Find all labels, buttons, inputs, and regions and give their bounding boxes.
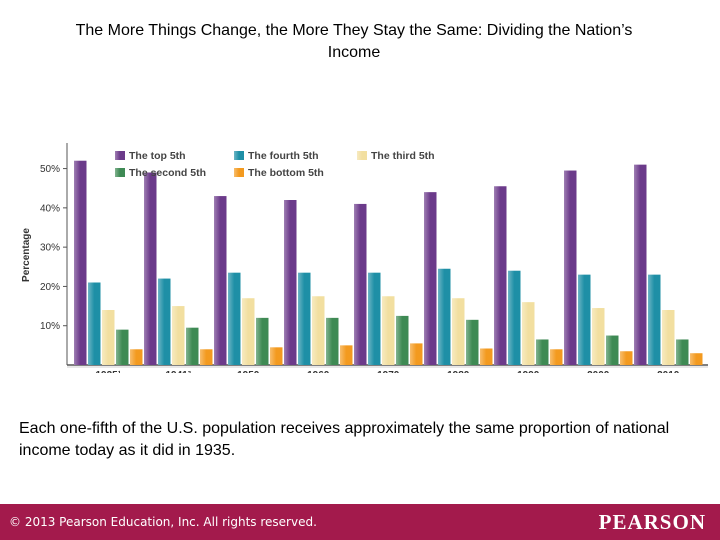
chart-svg: 10% 20% 30% 40% 50% Percentage 1935¹ 1941² 1950 1…	[21, 143, 708, 373]
legend-label-second: The second 5th	[129, 167, 206, 179]
bar-top	[424, 192, 437, 365]
bar-second	[116, 329, 129, 365]
x-tick-label: 1980	[447, 370, 470, 373]
bar-third	[242, 298, 255, 365]
bar-third	[312, 296, 325, 365]
bar-fourth	[88, 282, 101, 365]
legend-label-bottom: The bottom 5th	[248, 167, 324, 179]
x-tick-label: 1990	[517, 370, 540, 373]
bar-second	[606, 335, 619, 365]
y-tick-label: 10%	[40, 321, 60, 332]
y-axis-label: Percentage	[21, 228, 32, 282]
pearson-logo: PEARSON	[598, 510, 706, 534]
legend-swatch-fourth	[234, 151, 244, 160]
bar-fourth	[648, 274, 661, 365]
bar-fourth	[368, 272, 381, 365]
bar-top	[634, 164, 647, 365]
x-tick-label: 1960	[307, 370, 330, 373]
bar-second	[326, 317, 339, 365]
bar-second	[466, 319, 479, 365]
legend-swatch-third	[357, 151, 367, 160]
bar-fourth	[438, 268, 451, 365]
legend-swatch-second	[115, 168, 125, 177]
bar-top	[564, 170, 577, 365]
bar-bottom	[550, 349, 563, 365]
x-tick-label: 2010	[657, 370, 680, 373]
bar-top	[144, 172, 157, 365]
x-tick-label: 1941²	[165, 370, 191, 373]
slide-title: The More Things Change, the More They St…	[75, 22, 633, 61]
bar-third	[382, 296, 395, 365]
y-tick-label: 20%	[40, 282, 60, 293]
bar-second	[396, 315, 409, 365]
legend-label-third: The third 5th	[371, 150, 435, 162]
copyright-text: © 2013 Pearson Education, Inc. All right…	[9, 515, 317, 529]
bar-fourth	[158, 278, 171, 365]
legend-swatch-bottom	[234, 168, 244, 177]
bar-bottom	[270, 347, 283, 365]
bar-third	[102, 310, 115, 365]
bar-bottom	[690, 353, 703, 365]
bar-bottom	[340, 345, 353, 365]
x-axis-shadow	[67, 366, 708, 368]
bar-second	[256, 317, 269, 365]
bar-bottom	[200, 349, 213, 365]
bar-fourth	[228, 272, 241, 365]
bar-bottom	[130, 349, 143, 365]
x-tick-label: 2000	[587, 370, 610, 373]
bar-top	[494, 186, 507, 365]
bar-bottom	[480, 348, 493, 365]
x-tick-label: 1950	[237, 370, 260, 373]
bar-third	[452, 298, 465, 365]
y-tick-label: 30%	[40, 243, 60, 254]
legend-swatch-top	[115, 151, 125, 160]
bar-bottom	[620, 351, 633, 365]
bar-third	[172, 306, 185, 365]
bar-second	[186, 327, 199, 365]
income-distribution-chart: 10% 20% 30% 40% 50% Percentage 1935¹ 1941² 1950 1…	[12, 137, 710, 373]
x-tick-label: 1935¹	[95, 370, 121, 373]
bar-second	[676, 339, 689, 365]
legend-label-top: The top 5th	[129, 150, 186, 162]
bar-fourth	[298, 272, 311, 365]
bar-top	[74, 160, 87, 365]
y-tick-label: 40%	[40, 203, 60, 214]
bar-fourth	[508, 270, 521, 365]
bar-third	[662, 310, 675, 365]
bar-third	[592, 308, 605, 365]
bar-third	[522, 302, 535, 365]
bar-top	[214, 196, 227, 365]
x-tick-label: 1970	[377, 370, 400, 373]
bar-bottom	[410, 343, 423, 365]
legend-label-fourth: The fourth 5th	[248, 150, 319, 162]
bar-second	[536, 339, 549, 365]
footer-bar: © 2013 Pearson Education, Inc. All right…	[0, 504, 720, 540]
y-tick-label: 50%	[40, 164, 60, 175]
bar-fourth	[578, 274, 591, 365]
bar-top	[354, 203, 367, 365]
bar-top	[284, 200, 297, 365]
slide-caption: Each one-fifth of the U.S. population re…	[19, 420, 670, 459]
